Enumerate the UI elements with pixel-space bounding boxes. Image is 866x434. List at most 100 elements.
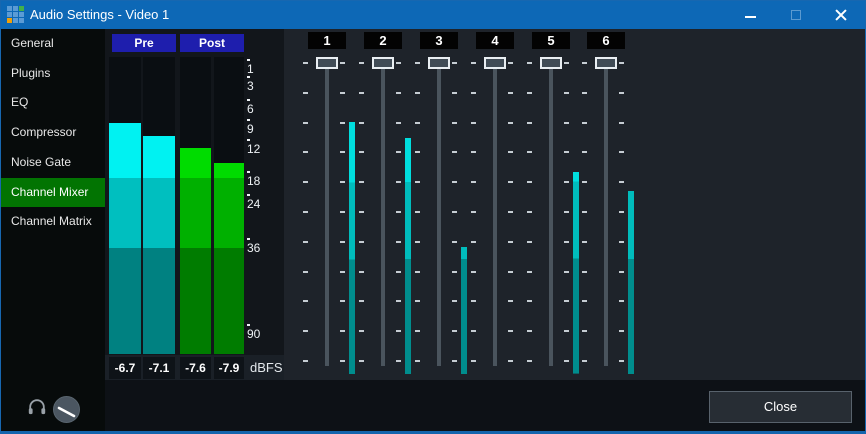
- channel-6-tick: [582, 240, 587, 243]
- sidebar-item-general[interactable]: General: [11, 36, 54, 50]
- sidebar: General Plugins EQ Compressor Noise Gate Chan…: [1, 29, 105, 431]
- channel-2-tick: [359, 62, 364, 64]
- channel-5-tick: [527, 91, 532, 94]
- channel-4-slider-handle[interactable]: [484, 57, 506, 69]
- channel-6-tick: [619, 330, 624, 333]
- channel-1-tick: [340, 211, 345, 213]
- sidebar-item-plugins[interactable]: Plugins: [11, 65, 51, 80]
- close-button[interactable]: Close: [709, 391, 852, 423]
- channel-6-tick: [582, 181, 587, 184]
- knob-indicator: [57, 406, 76, 418]
- channel-3-tick: [452, 121, 457, 124]
- channel-3-tick: [415, 360, 420, 362]
- channel-2-tick: [396, 91, 401, 94]
- channel-2-tick: [396, 151, 401, 154]
- scale-tick-label: 1: [247, 61, 254, 76]
- scale-tick-dash: [247, 171, 250, 174]
- channel-1-tick: [340, 121, 345, 124]
- maximize-button[interactable]: [773, 1, 818, 29]
- channel-1-tick: [340, 360, 345, 362]
- channel-4-tick: [471, 270, 476, 273]
- channel-6-tick: [619, 121, 624, 124]
- channel-5-slider-track[interactable]: [549, 63, 553, 366]
- meter-value-post-1: -7.6: [180, 357, 211, 379]
- scale-tick-dash: [247, 139, 250, 142]
- channel-3-slider-handle[interactable]: [428, 57, 450, 69]
- channel-5-tick: [527, 151, 532, 154]
- channel-3-tick: [452, 270, 457, 273]
- channel-1-tick: [340, 91, 345, 94]
- channel-6-tick: [582, 62, 587, 64]
- channel-3-tick: [415, 62, 420, 64]
- channel-5-meter: [573, 57, 579, 374]
- channel-5-tick: [527, 240, 532, 243]
- headphones-icon[interactable]: [28, 399, 46, 415]
- channel-4-tick: [508, 181, 513, 184]
- headphone-volume-knob[interactable]: [53, 396, 80, 423]
- channel-2-tick: [359, 211, 364, 213]
- sidebar-item-channel-matrix[interactable]: Channel Matrix: [11, 214, 92, 229]
- channel-5-tick: [564, 151, 569, 154]
- channel-4-tick: [508, 300, 513, 303]
- channel-1-slider-track[interactable]: [325, 63, 329, 366]
- meter-group-label-pre: Pre: [112, 34, 176, 52]
- meter-value-post-2: -7.9: [214, 357, 244, 379]
- channel-3-tick: [452, 240, 457, 243]
- channel-3-slider-track[interactable]: [437, 63, 441, 366]
- channel-3-tick: [452, 181, 457, 184]
- channel-1-tick: [303, 330, 308, 333]
- channel-2-slider-handle[interactable]: [372, 57, 394, 69]
- db-scale-tick-18: 18: [247, 171, 260, 188]
- sidebar-item-eq[interactable]: EQ: [11, 95, 29, 110]
- channel-1-meter: [349, 57, 355, 374]
- channel-1-tick: [303, 270, 308, 273]
- scale-tick-dash: [247, 194, 250, 196]
- minimize-button[interactable]: [728, 1, 773, 29]
- channel-4-slider-track[interactable]: [493, 63, 497, 366]
- channel-1-slider-handle[interactable]: [316, 57, 338, 69]
- channel-1-tick: [303, 240, 308, 243]
- channel-6-tick: [582, 270, 587, 273]
- channel-6-meter: [628, 57, 634, 374]
- channel-6-tick: [582, 360, 587, 362]
- meter-column-post-2: [214, 57, 244, 354]
- channel-3-tick: [415, 181, 420, 184]
- channel-6-slider-handle[interactable]: [595, 57, 617, 69]
- channel-5-slider-handle[interactable]: [540, 57, 562, 69]
- channel-4-tick: [471, 151, 476, 154]
- channel-4-tick: [508, 240, 513, 243]
- channel-2-slider-track[interactable]: [381, 63, 385, 366]
- channel-6-slider-track[interactable]: [604, 63, 608, 366]
- sidebar-item-noise-gate[interactable]: Noise Gate: [11, 154, 72, 169]
- maximize-icon: [791, 10, 801, 20]
- channel-5-tick: [527, 121, 532, 124]
- channel-4-tick: [508, 211, 513, 213]
- channel-3-tick: [415, 240, 420, 243]
- sidebar-item-compressor[interactable]: Compressor: [11, 125, 77, 140]
- channel-2-tick: [396, 330, 401, 333]
- db-scale-tick-3: 3: [247, 76, 254, 93]
- channel-5-tick: [564, 270, 569, 273]
- titlebar-close-button[interactable]: [818, 1, 865, 29]
- scale-tick-label: 6: [247, 102, 254, 116]
- channel-1-tick: [340, 330, 345, 333]
- channel-2-tick: [396, 240, 401, 243]
- channel-3-tick: [415, 121, 420, 124]
- scale-tick-label: 36: [247, 241, 261, 255]
- channel-4-tick: [508, 330, 513, 333]
- channel-4-tick: [471, 62, 476, 64]
- channel-6-tick: [619, 151, 624, 154]
- db-scale-tick-36: 36: [247, 238, 260, 255]
- app-icon: [7, 6, 24, 23]
- db-scale-tick-9: 9: [247, 118, 254, 136]
- channel-3-tick: [415, 151, 420, 154]
- channel-5-tick: [527, 62, 532, 64]
- meter-bar-pre-1: [109, 122, 141, 354]
- scale-tick-dash: [247, 118, 250, 121]
- channel-1-tick: [340, 240, 345, 243]
- meter-bar-post-2: [214, 163, 244, 354]
- channel-5-tick: [527, 181, 532, 184]
- channel-2-tick: [359, 121, 364, 124]
- sidebar-item-channel-mixer[interactable]: Channel Mixer: [1, 177, 105, 208]
